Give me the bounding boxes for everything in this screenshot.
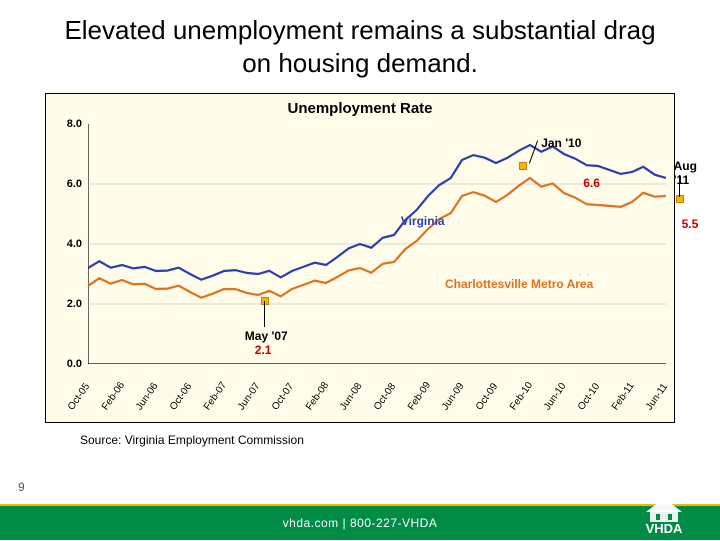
data-marker <box>261 297 269 305</box>
marker-leader <box>264 301 265 327</box>
source-text: Source: Virginia Employment Commission <box>80 433 720 447</box>
x-tick-label: Feb-06 <box>100 380 127 412</box>
x-tick-label: Feb-08 <box>304 380 331 412</box>
x-tick-label: Feb-09 <box>406 380 433 412</box>
y-tick-label: 8.0 <box>67 118 82 130</box>
y-tick-label: 4.0 <box>67 238 82 250</box>
marker-date-label: Aug '11 <box>674 159 697 187</box>
series-label: Charlottesville Metro Area <box>445 277 593 291</box>
slide-title: Elevated unemployment remains a substant… <box>0 0 720 87</box>
x-tick-label: Jun-11 <box>644 382 670 413</box>
x-tick-label: Oct-09 <box>474 381 500 412</box>
x-tick-label: Feb-10 <box>508 380 535 412</box>
chart-container: Unemployment Rate 0.0 2.0 4.0 6.0 8.0 Oct-05… <box>45 93 675 423</box>
chart-title: Unemployment Rate <box>46 94 674 117</box>
data-marker <box>519 162 527 170</box>
x-tick-label: Feb-11 <box>610 381 637 413</box>
x-tick-label: Jun-06 <box>134 381 161 412</box>
x-axis-labels: Oct-05Feb-06Jun-06Oct-06Feb-07Jun-07Oct-… <box>88 366 666 422</box>
chart-svg <box>88 124 666 364</box>
y-tick-label: 6.0 <box>67 178 82 190</box>
svg-text:VHDA: VHDA <box>646 521 683 536</box>
marker-value-label: 6.6 <box>583 176 600 190</box>
x-tick-label: Jun-08 <box>338 381 365 412</box>
y-tick-label: 0.0 <box>67 358 82 370</box>
marker-date-label: May '07 <box>245 329 288 343</box>
x-tick-label: Oct-07 <box>270 381 296 412</box>
footer-bar: vhda.com | 800-227-VHDA <box>0 506 720 540</box>
marker-date-label: Jan '10 <box>541 136 581 150</box>
data-marker <box>676 195 684 203</box>
vhda-logo: VHDA <box>624 492 704 536</box>
x-tick-label: Oct-10 <box>576 381 602 412</box>
plot-area <box>88 124 666 364</box>
marker-value-label: 5.5 <box>682 217 699 231</box>
x-tick-label: Oct-06 <box>168 381 194 412</box>
page-number: 9 <box>18 480 25 494</box>
marker-value-label: 2.1 <box>255 343 272 357</box>
x-tick-label: Oct-08 <box>372 381 398 412</box>
x-tick-label: Jun-09 <box>440 381 467 412</box>
footer-text: vhda.com | 800-227-VHDA <box>0 506 720 540</box>
x-tick-label: Jun-10 <box>542 381 569 412</box>
x-tick-label: Oct-05 <box>66 381 92 412</box>
series-label: Virginia <box>401 214 445 228</box>
x-tick-label: Jun-07 <box>236 381 263 412</box>
y-tick-label: 2.0 <box>67 298 82 310</box>
x-tick-label: Feb-07 <box>202 380 229 412</box>
